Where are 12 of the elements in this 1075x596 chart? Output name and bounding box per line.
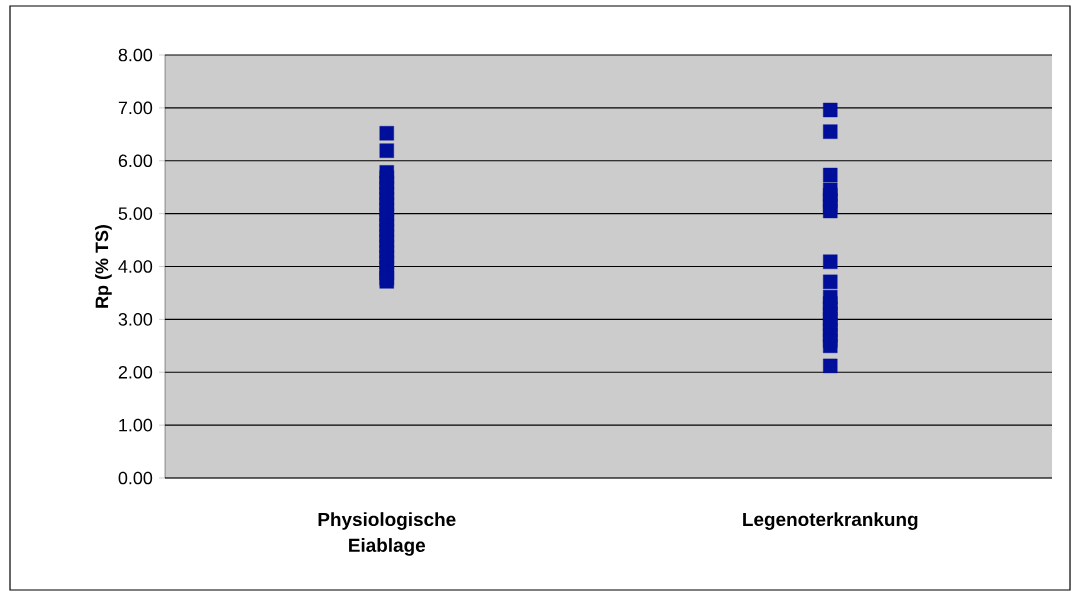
- x-tick-label: Legenoterkrankung: [743, 512, 918, 530]
- y-tick-label: 6.00: [118, 154, 153, 168]
- y-tick-label: 0.00: [118, 471, 153, 485]
- x-tick-label: Physiologische Eiablage: [318, 512, 456, 556]
- y-tick-label: 8.00: [118, 48, 153, 62]
- y-tick-label: 2.00: [118, 365, 153, 379]
- y-tick-label: 3.00: [118, 313, 153, 326]
- y-tick-label: 7.00: [118, 101, 153, 115]
- y-tick-label: 4.00: [118, 260, 153, 273]
- y-tick-label: 5.00: [118, 207, 153, 220]
- y-tick-label: 1.00: [119, 418, 153, 432]
- y-axis-title: Rp (% TS): [95, 225, 112, 308]
